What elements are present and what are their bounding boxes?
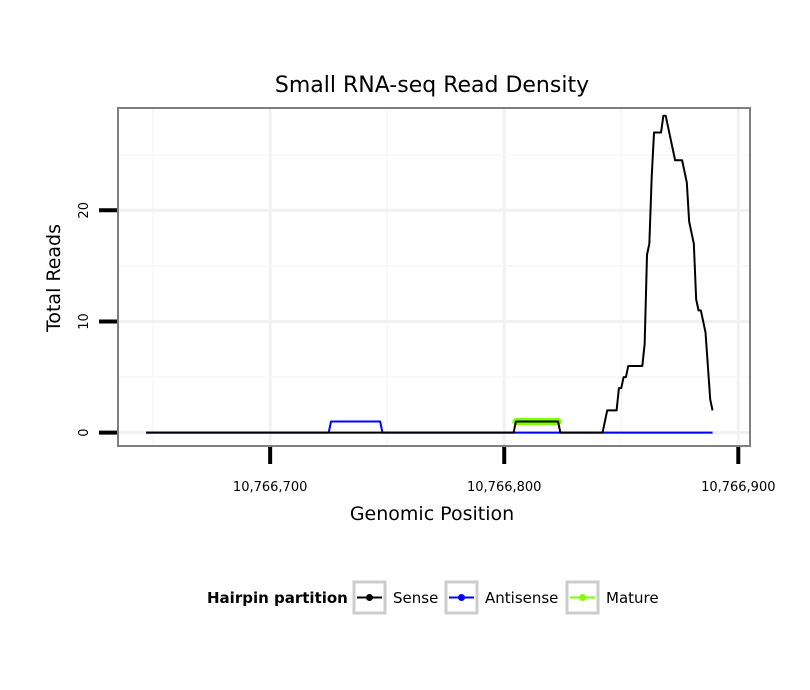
legend-item-antisense: Antisense xyxy=(444,580,558,615)
y-tick-label: 10 xyxy=(77,313,92,330)
y-tick-label: 20 xyxy=(77,202,92,219)
x-tick-label: 10,766,900 xyxy=(701,480,775,495)
legend-label: Antisense xyxy=(485,589,558,607)
x-tick-label: 10,766,800 xyxy=(467,480,541,495)
y-tick-label: 0 xyxy=(77,429,92,437)
series-layer xyxy=(146,114,714,434)
plot-panel-border xyxy=(117,107,751,447)
grid xyxy=(118,108,750,446)
legend-key-point xyxy=(579,594,586,601)
legend-key-point xyxy=(458,594,465,601)
legend-item-mature: Mature xyxy=(565,580,659,615)
legend-label: Mature xyxy=(606,589,659,607)
chart-title: Small RNA-seq Read Density xyxy=(275,73,589,98)
legend-key-point xyxy=(366,594,373,601)
axes: 10,766,700 10,766,800 10,766,900 0 10 20 xyxy=(77,202,776,495)
series-line-sense xyxy=(146,114,714,434)
x-axis-title: Genomic Position xyxy=(350,503,514,525)
y-axis-title: Total Reads xyxy=(43,224,65,333)
legend-title: Hairpin partition xyxy=(207,589,348,607)
legend-item-sense: Sense xyxy=(352,580,438,615)
legend: Hairpin partition Sense Antisense Mature xyxy=(207,580,659,615)
x-tick-label: 10,766,700 xyxy=(233,480,307,495)
legend-label: Sense xyxy=(393,589,438,607)
series-line-antisense xyxy=(146,420,713,434)
